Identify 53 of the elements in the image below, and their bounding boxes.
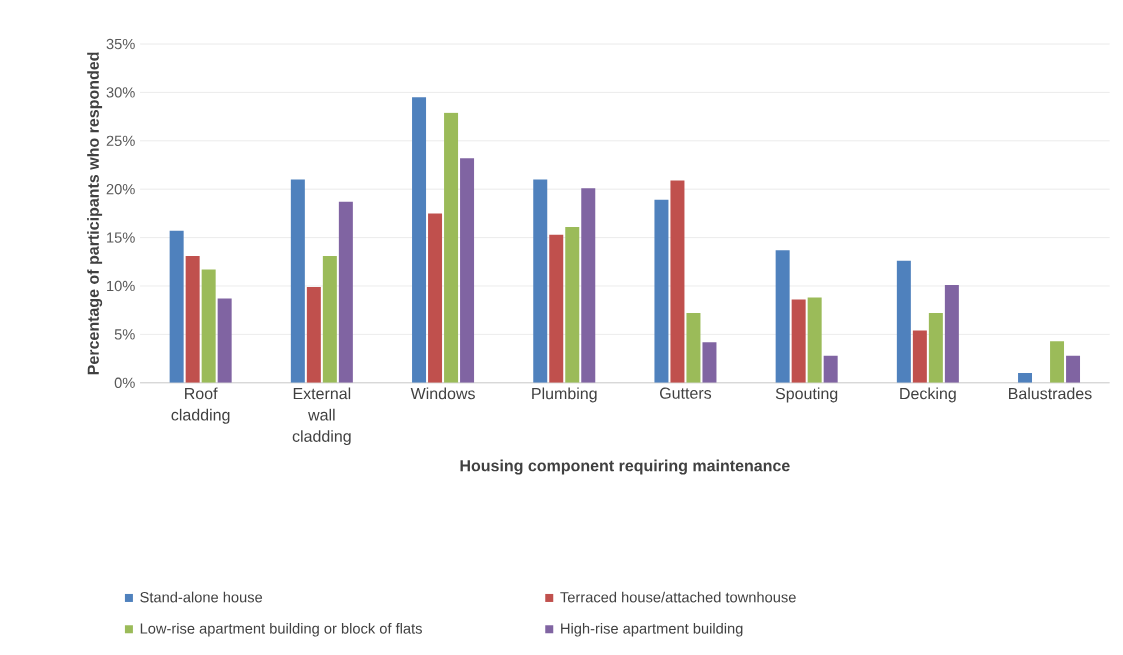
bar [944,285,959,383]
x-tick-label: Decking [900,387,956,403]
x-tick-label: Roof cladding [171,387,230,424]
bar [412,97,427,383]
y-tick-label: 0% [114,377,135,389]
bar [807,297,822,383]
bar [444,112,459,383]
bar [896,260,911,383]
x-tick-label: Gutters [660,387,712,399]
x-tick-label: Windows [410,387,475,400]
bar [823,355,838,383]
bar [670,180,685,383]
y-tick-label: 20% [106,184,135,195]
bar [290,179,305,383]
legend-label: High-rise apartment building [561,623,743,637]
bar [185,256,200,383]
y-tick-label: 5% [114,329,135,340]
bar [549,234,564,383]
legend-label: Low-rise apartment building or block of flats [140,623,422,637]
x-tick-label: Plumbing [532,387,597,403]
y-tick-label: 15% [107,232,135,243]
bar [912,330,927,383]
bar [169,230,184,383]
bar [1050,341,1065,383]
bar [322,256,337,383]
bar [775,250,790,383]
x-tick-label: Spouting [775,387,838,403]
legend-label: Terraced house/attached townhouse [560,591,796,603]
bar [928,313,943,383]
x-tick-label: Balustrades [1009,387,1092,400]
bar [565,227,580,383]
bar [1018,373,1033,383]
bar [428,213,443,383]
bar [306,287,321,383]
bar [581,188,596,383]
y-tick-label: 35% [106,38,135,50]
bar [460,158,475,383]
x-tick-label: External wall cladding [292,387,351,446]
bar [791,299,806,383]
x-axis-title: Housing component requiring maintenance [460,459,790,475]
bar [217,298,232,383]
bar [533,179,548,383]
legend-label: Stand-alone house [140,591,263,603]
y-axis-title: Percentage of participants who responded [87,52,103,375]
bar [686,313,701,383]
bar [1066,355,1081,383]
bar [654,199,669,383]
y-tick-label: 25% [106,135,135,147]
bar [702,342,717,383]
bar [201,269,216,383]
bar [338,201,353,383]
y-tick-label: 30% [106,87,135,98]
y-tick-label: 10% [107,280,135,292]
